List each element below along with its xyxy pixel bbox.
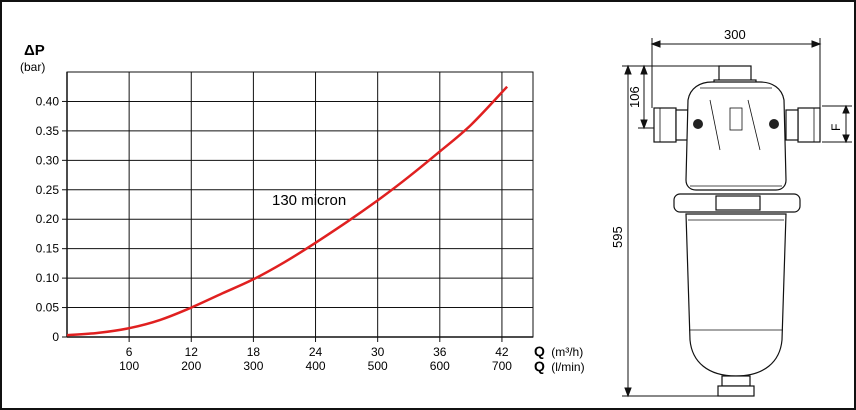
x-axis-label-lmin: Q (l/min) [534,358,585,374]
filter-body [653,65,821,397]
series-line-130-micron [66,85,509,337]
x-tick-label-m3h: 36 [433,345,447,359]
x-tick-label-m3h: 18 [247,345,261,359]
chart-axes [62,71,534,342]
y-tick-label: 0 [52,330,59,344]
port-dimension-label: F [829,124,843,131]
height-dimension-label: 595 [610,226,625,248]
y-tick-labels: 0 0.05 0.10 0.15 0.20 0.25 0.30 0.35 0.40 [36,94,60,344]
y-axis-symbol: ΔP [24,42,45,59]
filter-details [659,87,815,331]
y-tick-label: 0.10 [36,271,60,285]
chart-grid [67,72,533,337]
x-axis-label-m3h: Q (m³/h) [534,343,583,359]
y-tick-label: 0.05 [36,301,60,315]
x-tick-label-lmin: 600 [430,359,450,373]
y-tick-label: 0.35 [36,124,60,138]
x-tick-label-lmin: 100 [119,359,139,373]
series-label: 130 micron [272,192,346,209]
y-axis-unit: (bar) [20,60,45,74]
x-tick-label-lmin: 500 [368,359,388,373]
y-tick-label: 0.20 [36,212,60,226]
y-tick-label: 0.25 [36,183,60,197]
y-tick-label: 0.40 [36,94,60,108]
top-dimension-label: 106 [627,86,642,108]
x-tick-label-m3h: 6 [126,345,133,359]
x-tick-label-m3h: 24 [309,345,323,359]
x-tick-label-m3h: 30 [371,345,385,359]
top-dimension [638,64,660,130]
x-tick-label-lmin: 400 [306,359,326,373]
width-dimension [650,38,822,108]
x-tick-label-lmin: 300 [243,359,263,373]
port-dimension [822,104,852,144]
y-tick-label: 0.15 [36,242,60,256]
height-dimension [622,64,720,398]
x-tick-label-lmin: 700 [492,359,512,373]
x-tick-label-m3h: 42 [495,345,509,359]
width-dimension-label: 300 [724,27,746,42]
left-port-bolt [693,119,703,129]
right-port-bolt [769,119,779,129]
y-tick-label: 0.30 [36,153,60,167]
x-tick-label-m3h: 12 [185,345,199,359]
chart-series [66,85,509,337]
x-tick-label-lmin: 200 [181,359,201,373]
